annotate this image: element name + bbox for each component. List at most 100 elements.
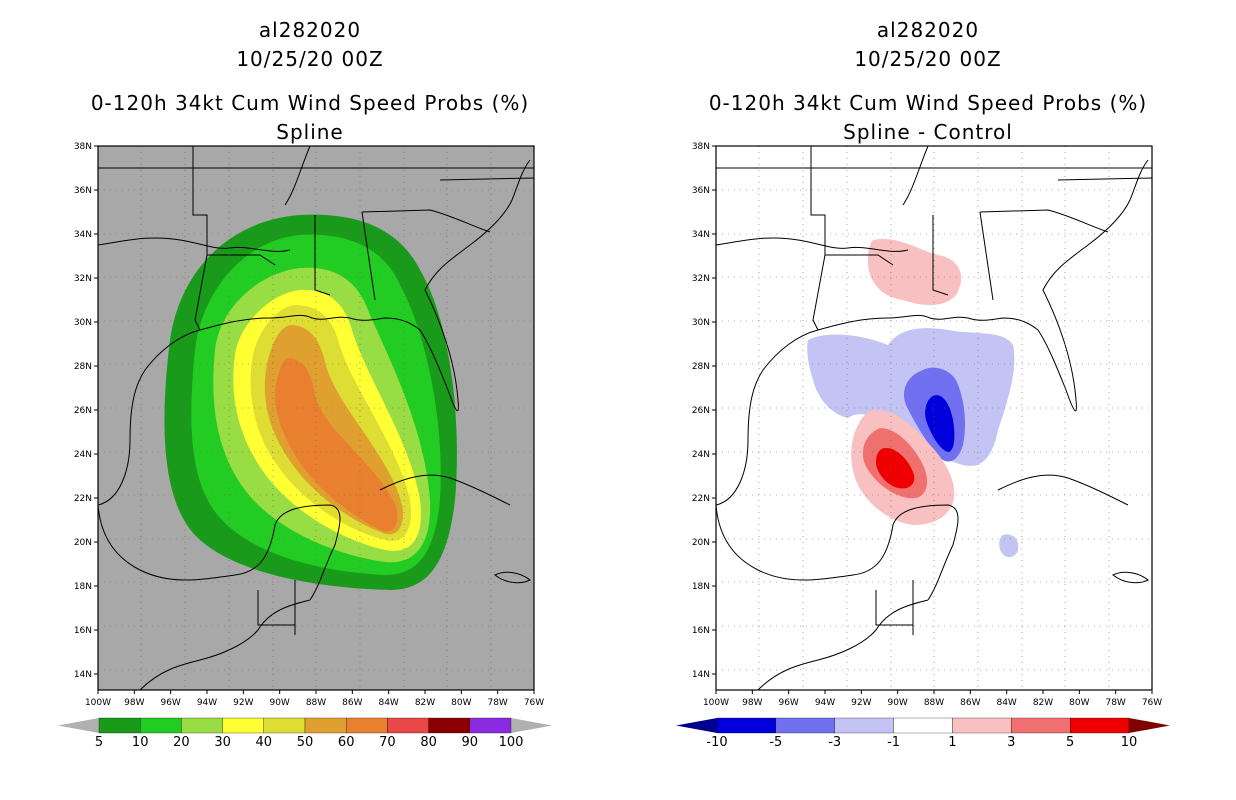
- left-colorbar-label: 100: [499, 735, 524, 750]
- right-colorbar-swatch: [1011, 717, 1071, 734]
- lat-tick-label: 24N: [692, 450, 710, 460]
- right-colorbar-swatch: [952, 717, 1012, 734]
- right-colorbar-label: 10: [1121, 735, 1138, 750]
- contour-60: [274, 358, 398, 532]
- lon-tick-label: 76W: [1142, 698, 1162, 708]
- right-axis-ticks: 100W 98W 96W 94W 92W 90W 88W 86W 84W 82W 80W 78W 76W…: [692, 142, 1162, 708]
- lat-tick-label: 24N: [74, 450, 92, 460]
- left-colorbar-swatch: [181, 717, 223, 734]
- lon-tick-label: 98W: [742, 698, 762, 708]
- right-colorbar-label: -1: [887, 735, 900, 750]
- left-colorbar-swatch: [140, 717, 182, 734]
- lat-tick-label: 14N: [74, 670, 92, 680]
- right-colorbar-swatch: [834, 717, 894, 734]
- right-colorbar-swatch: [716, 717, 777, 734]
- left-colorbar: 5 10 20 30 40 50 60 70 80 90 100: [58, 717, 552, 750]
- lat-tick-label: 28N: [692, 362, 710, 372]
- left-product-title: 0-120h 34kt Cum Wind Speed Probs (%): [90, 91, 530, 115]
- lat-tick-label: 16N: [692, 626, 710, 636]
- lon-tick-label: 96W: [778, 698, 798, 708]
- lat-tick-label: 36N: [74, 186, 92, 196]
- lat-tick-label: 34N: [692, 230, 710, 240]
- lon-tick-label: 94W: [815, 698, 835, 708]
- left-subtitle: Spline: [276, 120, 344, 144]
- diff-pos-5: [876, 448, 915, 489]
- lon-tick-label: 88W: [306, 698, 326, 708]
- right-colorbar-label: 5: [1066, 735, 1074, 750]
- lat-tick-label: 22N: [692, 494, 710, 504]
- lon-tick-label: 98W: [124, 698, 144, 708]
- lat-tick-label: 34N: [74, 230, 92, 240]
- lon-tick-label: 86W: [960, 698, 980, 708]
- lat-tick-label: 26N: [692, 406, 710, 416]
- lat-tick-label: 32N: [692, 274, 710, 284]
- left-datetime: 10/25/20 00Z: [236, 47, 384, 71]
- left-colorbar-label: 90: [462, 735, 479, 750]
- right-colorbar-label: 3: [1007, 735, 1015, 750]
- lon-tick-label: 80W: [451, 698, 471, 708]
- lat-tick-label: 18N: [74, 582, 92, 592]
- right-colorbar-high-arrow: [1129, 718, 1170, 733]
- lat-tick-label: 36N: [692, 186, 710, 196]
- lon-tick-label: 92W: [233, 698, 253, 708]
- diff-neg-1-south: [999, 534, 1019, 558]
- diff-neg-5: [925, 395, 955, 452]
- right-colorbar-low-arrow: [676, 718, 717, 733]
- right-storm-id: al282020: [876, 18, 980, 42]
- lon-tick-label: 76W: [524, 698, 544, 708]
- left-storm-id: al282020: [258, 18, 362, 42]
- lon-tick-label: 100W: [703, 698, 729, 708]
- lon-tick-label: 90W: [887, 698, 907, 708]
- right-colorbar-label: -5: [769, 735, 782, 750]
- left-colorbar-label: 5: [95, 735, 103, 750]
- left-colorbar-low-arrow: [58, 718, 99, 733]
- left-colorbar-label: 60: [338, 735, 355, 750]
- lat-tick-label: 16N: [74, 626, 92, 636]
- lat-tick-label: 18N: [692, 582, 710, 592]
- left-colorbar-swatch: [428, 717, 470, 734]
- right-colorbar-swatch: [775, 717, 835, 734]
- left-colorbar-label: 10: [132, 735, 149, 750]
- lon-tick-label: 100W: [85, 698, 111, 708]
- right-colorbar: -10 -5 -3 -1 1 3 5 10: [676, 717, 1170, 750]
- left-colorbar-swatch: [387, 717, 429, 734]
- lon-tick-label: 80W: [1069, 698, 1089, 708]
- lon-tick-label: 82W: [415, 698, 435, 708]
- left-colorbar-label: 70: [379, 735, 396, 750]
- lon-tick-label: 84W: [996, 698, 1016, 708]
- lon-tick-label: 90W: [269, 698, 289, 708]
- lat-tick-label: 32N: [74, 274, 92, 284]
- lat-tick-label: 26N: [74, 406, 92, 416]
- right-datetime: 10/25/20 00Z: [854, 47, 1002, 71]
- lat-tick-label: 38N: [692, 142, 710, 152]
- right-colorbar-swatch: [893, 717, 953, 734]
- right-gridlines: [716, 146, 1152, 690]
- right-colorbar-swatch: [1069, 717, 1130, 734]
- left-colorbar-swatch: [263, 717, 306, 734]
- diff-pos-1-north: [867, 238, 962, 305]
- left-colorbar-label: 80: [420, 735, 437, 750]
- right-colorbar-label: -3: [828, 735, 841, 750]
- left-axis-ticks: 100W 98W 96W 94W 92W 90W 88W 86W 84W 82W 80W 78W 76W…: [74, 142, 544, 708]
- lat-tick-label: 20N: [74, 538, 92, 548]
- left-gridlines: [98, 146, 534, 690]
- right-product-title: 0-120h 34kt Cum Wind Speed Probs (%): [708, 91, 1148, 115]
- left-colorbar-label: 20: [173, 735, 190, 750]
- right-map-lines: [716, 146, 1152, 690]
- lat-tick-label: 30N: [74, 318, 92, 328]
- left-colorbar-swatch: [222, 717, 264, 734]
- right-colorbar-label: -10: [706, 735, 727, 750]
- lat-tick-label: 28N: [74, 362, 92, 372]
- left-map-lines: [98, 146, 534, 690]
- lon-tick-label: 94W: [197, 698, 217, 708]
- lon-tick-label: 82W: [1033, 698, 1053, 708]
- lon-tick-label: 92W: [851, 698, 871, 708]
- left-colorbar-high-arrow: [511, 718, 552, 733]
- left-colorbar-swatch: [304, 717, 347, 734]
- lat-tick-label: 20N: [692, 538, 710, 548]
- lat-tick-label: 14N: [692, 670, 710, 680]
- lon-tick-label: 78W: [487, 698, 507, 708]
- lon-tick-label: 84W: [378, 698, 398, 708]
- left-probability-map: 100W 98W 96W 94W 92W 90W 88W 86W 84W 82W 80W 78W 76W…: [74, 142, 544, 708]
- left-colorbar-swatch: [469, 717, 512, 734]
